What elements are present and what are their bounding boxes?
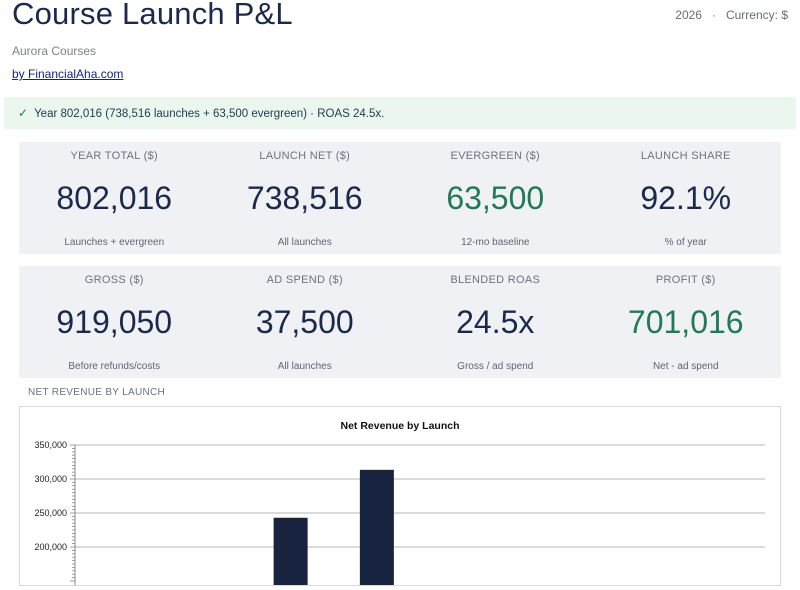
- kpi-subtext: Launches + evergreen: [64, 237, 165, 248]
- kpi-value: 92.1%: [640, 180, 732, 216]
- kpi-value: 919,050: [56, 304, 173, 340]
- kpi-label: LAUNCH NET ($): [259, 150, 351, 162]
- y-tick-label: 250,000: [34, 508, 67, 518]
- kpi-row-1: YEAR TOTAL ($) 802,016 Launches + evergr…: [19, 142, 781, 254]
- chart-bars: [273, 469, 394, 587]
- kpi-subtext: Net - ad spend: [652, 361, 719, 372]
- kpi-subtext: All launches: [277, 237, 332, 248]
- kpi-label: YEAR TOTAL ($): [70, 150, 159, 162]
- summary-text: Year 802,016 (738,516 launches + 63,500 …: [34, 108, 385, 120]
- y-tick-label: 300,000: [34, 474, 67, 484]
- kpi-value: 24.5x: [456, 304, 535, 340]
- meta-separator: ·: [711, 8, 716, 22]
- kpi-value: 37,500: [255, 304, 354, 340]
- kpi-label: PROFIT ($): [655, 274, 716, 286]
- kpi-label: LAUNCH SHARE: [640, 150, 731, 162]
- chart-gridlines: [75, 444, 765, 548]
- summary-banner: ✓ Year 802,016 (738,516 launches + 63,500…: [4, 97, 796, 129]
- header-meta: 2026 · Currency: $: [675, 8, 788, 22]
- kpi-label: BLENDED ROAS: [450, 274, 541, 286]
- chart-title: Net Revenue by Launch: [340, 420, 459, 432]
- bar: [273, 517, 308, 587]
- kpi-card-year-total: YEAR TOTAL ($) 802,016 Launches + evergr…: [19, 142, 210, 254]
- year-label: 2026: [675, 8, 702, 22]
- company-name: Aurora Courses: [12, 44, 97, 58]
- y-tick-label: 350,000: [34, 440, 67, 450]
- page-title: Course Launch P&L: [12, 0, 293, 31]
- byline-link[interactable]: by FinancialAha.com: [12, 67, 124, 81]
- kpi-value: 738,516: [246, 180, 363, 216]
- y-tick-label: 200,000: [34, 542, 67, 552]
- kpi-value: 701,016: [627, 304, 744, 340]
- kpi-card-blended-roas: BLENDED ROAS 24.5x Gross / ad spend: [400, 266, 591, 378]
- currency-label: Currency: $: [725, 8, 788, 22]
- kpi-value: 63,500: [446, 180, 545, 216]
- kpi-card-ad-spend: AD SPEND ($) 37,500 All launches: [210, 266, 401, 378]
- kpi-label: GROSS ($): [84, 274, 144, 286]
- kpi-card-launch-net: LAUNCH NET ($) 738,516 All launches: [210, 142, 401, 254]
- kpi-card-gross: GROSS ($) 919,050 Before refunds/costs: [19, 266, 210, 378]
- net-revenue-chart: Net Revenue by Launch 200,000 250,000 300,…: [19, 406, 781, 587]
- kpi-card-profit: PROFIT ($) 701,016 Net - ad spend: [591, 266, 782, 378]
- check-icon: ✓: [18, 106, 29, 120]
- chart-section-title: NET REVENUE BY LAUNCH: [28, 387, 166, 398]
- kpi-subtext: % of year: [664, 237, 707, 248]
- kpi-value: 802,016: [56, 180, 173, 216]
- kpi-label: EVERGREEN ($): [450, 150, 540, 162]
- kpi-label: AD SPEND ($): [266, 274, 343, 286]
- kpi-subtext: Before refunds/costs: [68, 361, 161, 372]
- bar: [359, 469, 394, 587]
- kpi-card-evergreen: EVERGREEN ($) 63,500 12-mo baseline: [400, 142, 591, 254]
- kpi-subtext: Gross / ad spend: [457, 361, 534, 372]
- kpi-card-launch-share: LAUNCH SHARE 92.1% % of year: [591, 142, 782, 254]
- kpi-subtext: 12-mo baseline: [461, 237, 530, 248]
- kpi-row-2: GROSS ($) 919,050 Before refunds/costs A…: [19, 266, 781, 378]
- chart-svg: Net Revenue by Launch 200,000 250,000 300,…: [34, 420, 765, 587]
- kpi-subtext: All launches: [277, 361, 332, 372]
- chart-y-axis: 200,000 250,000 300,000 350,000: [34, 440, 76, 587]
